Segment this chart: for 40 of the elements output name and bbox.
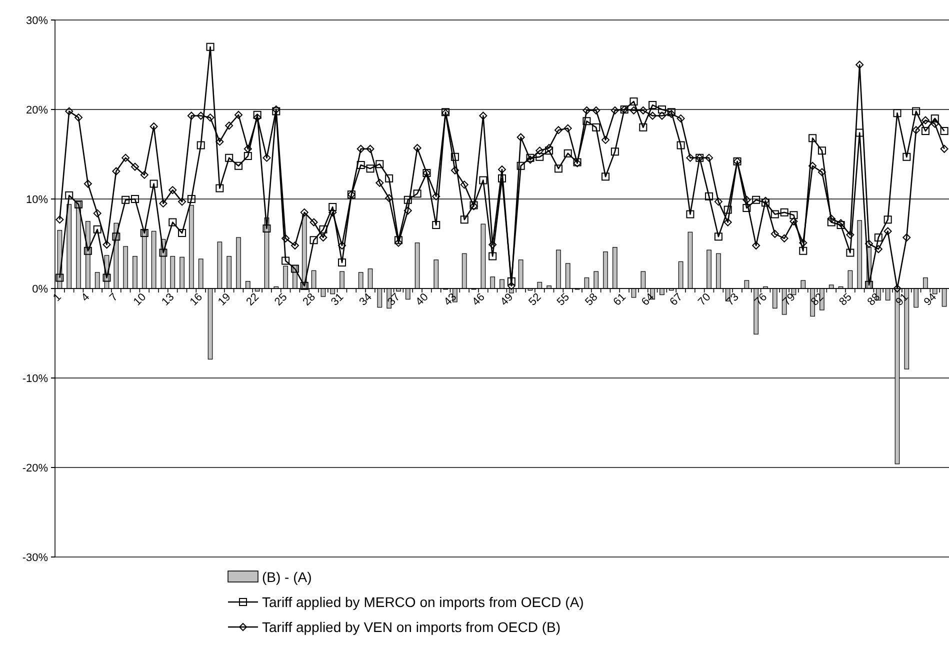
x-tick-label: 46 [470, 291, 488, 308]
x-tick-label: 52 [526, 291, 544, 308]
y-tick-label: -10% [22, 373, 48, 385]
x-tick-label: 85 [837, 291, 854, 308]
y-tick-label: 0% [32, 284, 48, 296]
x-tick-label: 1 [51, 291, 64, 304]
x-tick-label: 91 [894, 291, 911, 308]
y-tick-label: 20% [26, 104, 48, 116]
x-tick-label: 79 [780, 291, 798, 308]
x-tick-label: 49 [498, 291, 516, 308]
x-tick-label: 43 [442, 291, 460, 308]
x-tick-label: 31 [328, 291, 346, 308]
x-tick-label: 58 [583, 291, 600, 308]
x-tick-label: 7 [107, 291, 120, 304]
x-tick-label: 10 [131, 291, 149, 308]
x-tick-label: 94 [922, 291, 940, 308]
x-tick-label: 88 [865, 291, 883, 308]
legend-label: Tariff applied by MERCO on imports from OECD (A) [262, 594, 584, 610]
x-tick-label: 67 [668, 291, 685, 308]
legend-label: (B) - (A) [262, 569, 312, 585]
x-tick-label: 40 [414, 291, 431, 308]
x-tick-label: 25 [272, 291, 290, 308]
legend-label: Tariff applied by VEN on imports from OECD (B) [262, 619, 561, 635]
x-tick-label: 55 [554, 291, 572, 308]
x-tick-label: 16 [188, 291, 205, 308]
x-tick-label: 73 [724, 291, 742, 308]
x-tick-label: 34 [357, 291, 374, 308]
x-tick-label: 28 [300, 291, 318, 308]
y-tick-label: 10% [26, 194, 48, 206]
y-tick-label: 30% [26, 15, 48, 27]
x-tick-label: 70 [696, 291, 714, 308]
x-tick-label: 4 [79, 291, 92, 304]
x-tick-label: 82 [808, 291, 826, 308]
x-tick-label: 22 [244, 291, 262, 308]
y-tick-label: -30% [22, 552, 48, 564]
y-tick-label: -20% [22, 462, 48, 474]
x-tick-label: 13 [160, 291, 177, 308]
x-tick-label: 64 [640, 291, 657, 308]
x-tick-label: 19 [216, 291, 234, 308]
x-tick-label: 61 [611, 291, 628, 308]
